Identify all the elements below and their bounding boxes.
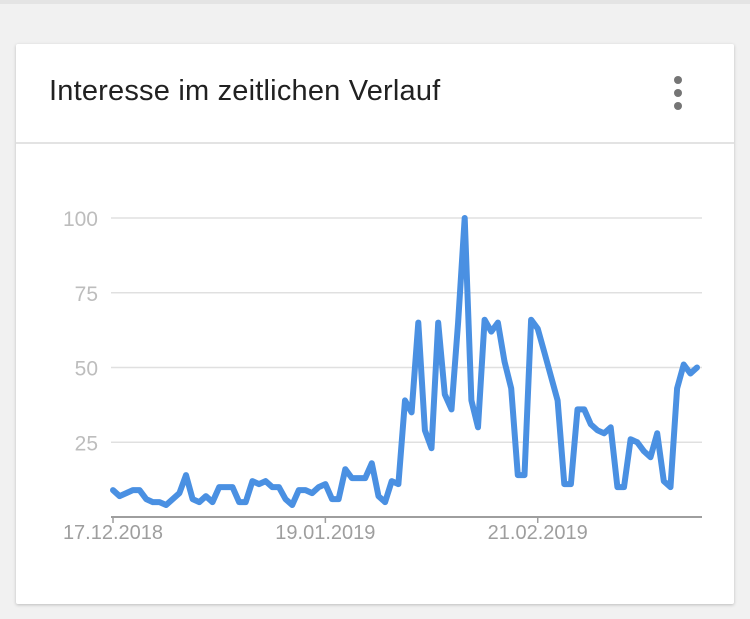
- x-axis-ticks: 17.12.2018 19.01.2019 21.02.2019: [63, 517, 588, 544]
- y-axis-labels: 25 50 75 100: [63, 208, 98, 455]
- y-tick-label: 75: [75, 283, 98, 306]
- x-tick-label: 21.02.2019: [488, 522, 588, 544]
- trend-card: Interesse im zeitlichen Verlauf: [16, 44, 734, 604]
- grid-lines: [111, 217, 702, 443]
- menu-dot: [674, 89, 682, 97]
- x-tick-label: 17.12.2018: [63, 522, 163, 544]
- card-title: Interesse im zeitlichen Verlauf: [49, 75, 441, 107]
- series-line: [110, 215, 700, 508]
- card-header: Interesse im zeitlichen Verlauf: [16, 44, 734, 144]
- menu-dot: [674, 102, 682, 110]
- y-tick-label: 50: [75, 358, 98, 381]
- x-tick-label: 19.01.2019: [275, 522, 375, 544]
- y-tick-label: 25: [75, 432, 98, 455]
- top-divider: [0, 0, 750, 4]
- more-vert-icon[interactable]: [662, 74, 694, 112]
- menu-dot: [674, 76, 682, 84]
- y-tick-label: 100: [63, 208, 98, 231]
